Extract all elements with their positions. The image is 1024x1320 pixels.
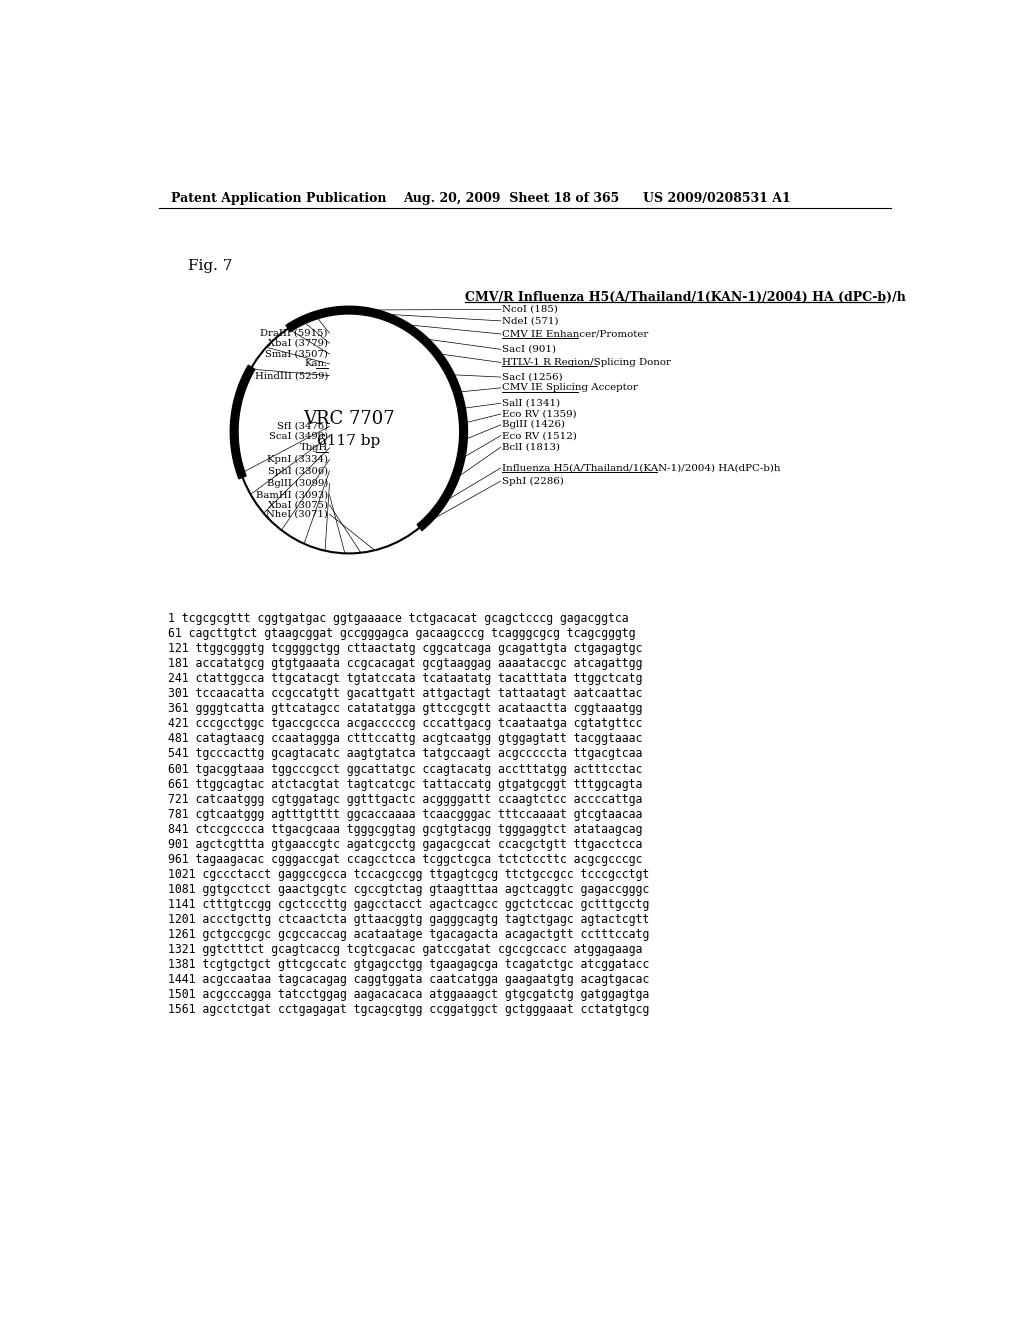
Text: Fig. 7: Fig. 7 xyxy=(188,259,232,273)
Text: SmaI (3507): SmaI (3507) xyxy=(265,350,328,359)
Text: NdeI (571): NdeI (571) xyxy=(503,317,559,325)
Text: 1021 cgccctacct gaggccgcca tccacgccgg ttgagtcgcg ttctgccgcc tcccgcctgt: 1021 cgccctacct gaggccgcca tccacgccgg tt… xyxy=(168,867,649,880)
Text: XbaI (3779): XbaI (3779) xyxy=(268,339,328,347)
Text: SphI (3306): SphI (3306) xyxy=(268,466,328,475)
Text: 181 accatatgcg gtgtgaaata ccgcacagat gcgtaaggag aaaataccgc atcagattgg: 181 accatatgcg gtgtgaaata ccgcacagat gcg… xyxy=(168,657,643,671)
Text: TbgH: TbgH xyxy=(300,444,328,453)
Text: CMV/R Influenza H5(A/Thailand/1(KAN-1)/2004) HA (dPC-b)/h: CMV/R Influenza H5(A/Thailand/1(KAN-1)/2… xyxy=(465,290,906,304)
Text: HTLV-1 R Region/Splicing Donor: HTLV-1 R Region/Splicing Donor xyxy=(503,358,671,367)
Text: 901 agctcgttta gtgaaccgtc agatcgcctg gagacgccat ccacgctgtt ttgacctcca: 901 agctcgttta gtgaaccgtc agatcgcctg gag… xyxy=(168,838,643,850)
Text: SalI (1341): SalI (1341) xyxy=(503,399,560,408)
Text: SfI (3476): SfI (3476) xyxy=(276,422,328,430)
Text: 481 catagtaacg ccaataggga ctttccattg acgtcaatgg gtggagtatt tacggtaaac: 481 catagtaacg ccaataggga ctttccattg acg… xyxy=(168,733,643,746)
Text: Influenza H5(A/Thailand/1(KAN-1)/2004) HA(dPC-b)h: Influenza H5(A/Thailand/1(KAN-1)/2004) H… xyxy=(503,463,781,473)
Text: BglII (3099): BglII (3099) xyxy=(266,479,328,488)
Text: BamHI (3093): BamHI (3093) xyxy=(256,491,328,499)
Polygon shape xyxy=(286,306,467,531)
Text: 301 tccaacatta ccgccatgtt gacattgatt attgactagt tattaatagt aatcaattac: 301 tccaacatta ccgccatgtt gacattgatt att… xyxy=(168,688,643,701)
Text: SacI (1256): SacI (1256) xyxy=(503,372,563,381)
Text: 601 tgacggtaaa tggcccgcct ggcattatgc ccagtacatg acctttatgg actttcctac: 601 tgacggtaaa tggcccgcct ggcattatgc cca… xyxy=(168,763,643,776)
Text: XbaI (3075): XbaI (3075) xyxy=(268,500,328,510)
Text: 1261 gctgccgcgc gcgccaccag acataatage tgacagacta acagactgtt cctttccatg: 1261 gctgccgcgc gcgccaccag acataatage tg… xyxy=(168,928,649,941)
Text: 1441 acgccaataa tagcacagag caggtggata caatcatgga gaagaatgtg acagtgacac: 1441 acgccaataa tagcacagag caggtggata ca… xyxy=(168,973,649,986)
Text: US 2009/0208531 A1: US 2009/0208531 A1 xyxy=(643,191,792,205)
Text: 1501 acgcccagga tatcctggag aagacacaca atggaaagct gtgcgatctg gatggagtga: 1501 acgcccagga tatcctggag aagacacaca at… xyxy=(168,987,649,1001)
Text: ScaI (3499): ScaI (3499) xyxy=(269,432,328,441)
Text: 121 ttggcgggtg tcggggctgg cttaactatg cggcatcaga gcagattgta ctgagagtgc: 121 ttggcgggtg tcggggctgg cttaactatg cgg… xyxy=(168,643,643,656)
Text: CMV IE Splicing Acceptor: CMV IE Splicing Acceptor xyxy=(503,383,638,392)
Text: NheI (3071): NheI (3071) xyxy=(266,510,328,519)
Text: 6117 bp: 6117 bp xyxy=(317,434,381,447)
Text: 1381 tcgtgctgct gttcgccatc gtgagcctgg tgaagagcga tcagatctgc atcggatacc: 1381 tcgtgctgct gttcgccatc gtgagcctgg tg… xyxy=(168,958,649,970)
Text: NcoI (185): NcoI (185) xyxy=(503,305,558,314)
Text: 421 cccgcctggc tgaccgccca acgacccccg cccattgacg tcaataatga cgtatgttcc: 421 cccgcctggc tgaccgccca acgacccccg ccc… xyxy=(168,718,643,730)
Text: 721 catcaatggg cgtggatagc ggtttgactc acggggattt ccaagtctcc accccattga: 721 catcaatggg cgtggatagc ggtttgactc acg… xyxy=(168,792,643,805)
Text: VRC 7707: VRC 7707 xyxy=(303,411,394,429)
Text: BclI (1813): BclI (1813) xyxy=(503,442,560,451)
Text: 1201 accctgcttg ctcaactcta gttaacggtg gagggcagtg tagtctgagc agtactcgtt: 1201 accctgcttg ctcaactcta gttaacggtg ga… xyxy=(168,912,649,925)
Text: HindIII (5259): HindIII (5259) xyxy=(255,371,328,380)
Text: 1141 ctttgtccgg cgctcccttg gagcctacct agactcagcc ggctctccac gctttgcctg: 1141 ctttgtccgg cgctcccttg gagcctacct ag… xyxy=(168,898,649,911)
Text: 961 tagaagacac cgggaccgat ccagcctcca tcggctcgca tctctccttc acgcgcccgc: 961 tagaagacac cgggaccgat ccagcctcca tcg… xyxy=(168,853,643,866)
Text: SphI (2286): SphI (2286) xyxy=(503,477,564,486)
Text: Eco RV (1512): Eco RV (1512) xyxy=(503,432,578,440)
Text: BglII (1426): BglII (1426) xyxy=(503,420,565,429)
Text: SacI (901): SacI (901) xyxy=(503,345,556,354)
Text: CMV IE Enhancer/Promoter: CMV IE Enhancer/Promoter xyxy=(503,330,648,338)
Text: 241 ctattggcca ttgcatacgt tgtatccata tcataatatg tacatttata ttggctcatg: 241 ctattggcca ttgcatacgt tgtatccata tca… xyxy=(168,672,643,685)
Text: Eco RV (1359): Eco RV (1359) xyxy=(503,409,577,418)
Text: 1561 agcctctgat cctgagagat tgcagcgtgg ccggatggct gctgggaaat cctatgtgcg: 1561 agcctctgat cctgagagat tgcagcgtgg cc… xyxy=(168,1003,649,1016)
Text: Aug. 20, 2009  Sheet 18 of 365: Aug. 20, 2009 Sheet 18 of 365 xyxy=(403,191,620,205)
Text: 1321 ggtctttct gcagtcaccg tcgtcgacac gatccgatat cgccgccacc atggagaaga: 1321 ggtctttct gcagtcaccg tcgtcgacac gat… xyxy=(168,942,643,956)
Text: 1 tcgcgcgttt cggtgatgac ggtgaaaace tctgacacat gcagctcccg gagacggtca: 1 tcgcgcgttt cggtgatgac ggtgaaaace tctga… xyxy=(168,612,629,626)
Text: DraIII (5915): DraIII (5915) xyxy=(260,329,328,338)
Polygon shape xyxy=(230,366,255,479)
Text: 361 ggggtcatta gttcatagcc catatatgga gttccgcgtt acataactta cggtaaatgg: 361 ggggtcatta gttcatagcc catatatgga gtt… xyxy=(168,702,643,715)
Text: KpnI (3334): KpnI (3334) xyxy=(267,455,328,465)
Text: 61 cagcttgtct gtaagcggat gccgggagca gacaagcccg tcagggcgcg tcagcgggtg: 61 cagcttgtct gtaagcggat gccgggagca gaca… xyxy=(168,627,636,640)
Text: Patent Application Publication: Patent Application Publication xyxy=(171,191,386,205)
Text: 1081 ggtgcctcct gaactgcgtc cgccgtctag gtaagtttaa agctcaggtc gagaccgggc: 1081 ggtgcctcct gaactgcgtc cgccgtctag gt… xyxy=(168,883,649,896)
Text: 841 ctccgcccca ttgacgcaaa tgggcggtag gcgtgtacgg tgggaggtct atataagcag: 841 ctccgcccca ttgacgcaaa tgggcggtag gcg… xyxy=(168,822,643,836)
Text: 541 tgcccacttg gcagtacatc aagtgtatca tatgccaagt acgcccccta ttgacgtcaa: 541 tgcccacttg gcagtacatc aagtgtatca tat… xyxy=(168,747,643,760)
Text: 781 cgtcaatggg agtttgtttt ggcaccaaaa tcaacgggac tttccaaaat gtcgtaacaa: 781 cgtcaatggg agtttgtttt ggcaccaaaa tca… xyxy=(168,808,643,821)
Text: Kan.: Kan. xyxy=(305,359,328,368)
Text: 661 ttggcagtac atctacgtat tagtcatcgc tattaccatg gtgatgcggt tttggcagta: 661 ttggcagtac atctacgtat tagtcatcgc tat… xyxy=(168,777,643,791)
